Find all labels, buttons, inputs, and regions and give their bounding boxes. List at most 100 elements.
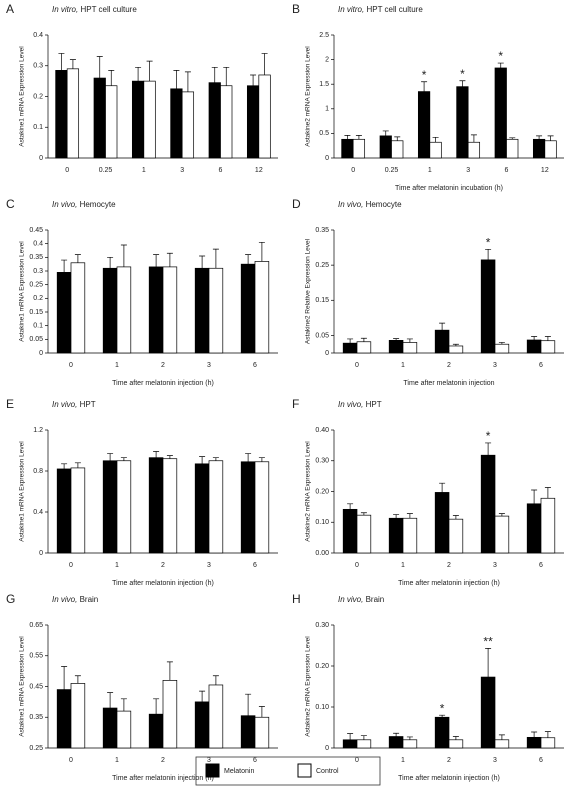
y-tick-label: 0.2 [33,295,43,302]
bar [116,710,132,749]
x-tick-label: 6 [253,757,257,764]
title-italic: In vivo, [52,400,77,409]
error-bar [107,453,114,461]
bar [240,461,256,554]
y-tick-label: 0.05 [29,336,43,343]
bar [494,67,507,159]
bar [540,340,556,354]
error-bar [74,462,81,468]
panel-title: In vivo, Brain [52,595,98,604]
error-bar [199,456,206,464]
x-tick-label: 2 [161,562,165,569]
x-tick-label: 3 [207,562,211,569]
x-tick-label: 1 [401,757,405,764]
y-tick-label: 0.3 [33,63,43,70]
y-tick-label: 0 [325,155,329,162]
x-tick-label: 6 [539,757,543,764]
error-bar [393,732,400,737]
panel-title: In vivo, Hemocyte [338,200,402,209]
error-bar [531,489,538,504]
x-tick-label: 3 [207,362,211,369]
error-bar [199,255,206,269]
panel-letter: G [6,592,15,606]
bar [434,716,450,749]
bar [356,514,372,554]
bar [56,272,72,354]
error-bar [536,135,543,140]
bar [55,70,68,159]
error-bar [406,736,413,740]
y-tick-label: 1.5 [319,81,329,88]
title-text: HPT cell culture [366,5,423,14]
error-bar [452,515,459,520]
error-bar [199,690,206,702]
error-bar [347,503,354,510]
bar [148,457,164,554]
x-tick-label: 1 [115,562,119,569]
error-bar [497,62,504,68]
x-tick-label: 0.25 [385,167,399,174]
bar [194,267,210,354]
bar [220,85,233,159]
y-tick-label: 0.45 [29,683,43,690]
y-tick-label: 0.65 [29,622,43,629]
error-bar [344,135,351,140]
error-bar [347,338,354,344]
y-tick-label: 1.2 [33,427,43,434]
error-bar [406,338,413,343]
error-bar [184,71,191,92]
title-text: HPT [366,400,382,409]
error-bar [406,513,413,519]
x-tick-label: 3 [493,757,497,764]
x-axis-label: Time after melatonin injection (h) [398,775,500,782]
y-tick-label: 0.35 [315,227,329,234]
bar [194,463,210,554]
legend-box [195,756,381,786]
bar [434,329,450,354]
panel-letter: H [292,592,301,606]
y-tick-label: 0 [39,350,43,357]
error-bar [212,248,219,269]
panel-letter: F [292,397,299,411]
error-bar [498,513,505,517]
x-tick-label: 1 [401,562,405,569]
panel-title: In vitro, HPT cell culture [338,5,423,14]
bar [480,676,496,749]
bar [494,343,510,354]
error-bar [393,338,400,341]
x-tick-label: 1 [115,362,119,369]
x-tick-label: 1 [401,362,405,369]
x-tick-label: 0 [355,562,359,569]
x-tick-label: 2 [447,562,451,569]
error-bar [485,648,492,678]
bar [342,342,358,354]
error-bar [360,337,367,342]
y-tick-label: 0.1 [33,124,43,131]
panel-letter: C [6,197,15,211]
error-bar [245,693,252,716]
error-bar [544,731,551,738]
panel-letter: D [292,197,301,211]
x-axis-label: Time after melatonin injection (h) [398,580,500,587]
y-tick-label: 0 [325,350,329,357]
bar [494,739,510,749]
bar [526,503,542,554]
bar [102,267,118,354]
bar [143,80,156,159]
error-bar [245,254,252,265]
significance-mark: * [498,49,503,63]
x-tick-label: 6 [539,562,543,569]
x-tick-label: 6 [219,167,223,174]
error-bar [258,706,265,718]
y-tick-label: 0.4 [33,241,43,248]
bar [102,707,118,749]
bar [105,85,118,159]
significance-mark: ** [483,635,493,649]
title-italic: In vivo, [338,400,363,409]
bar [93,77,106,159]
error-bar [485,248,492,260]
x-tick-label: 12 [255,167,263,174]
error-bar [498,342,505,345]
error-bar [360,735,367,740]
